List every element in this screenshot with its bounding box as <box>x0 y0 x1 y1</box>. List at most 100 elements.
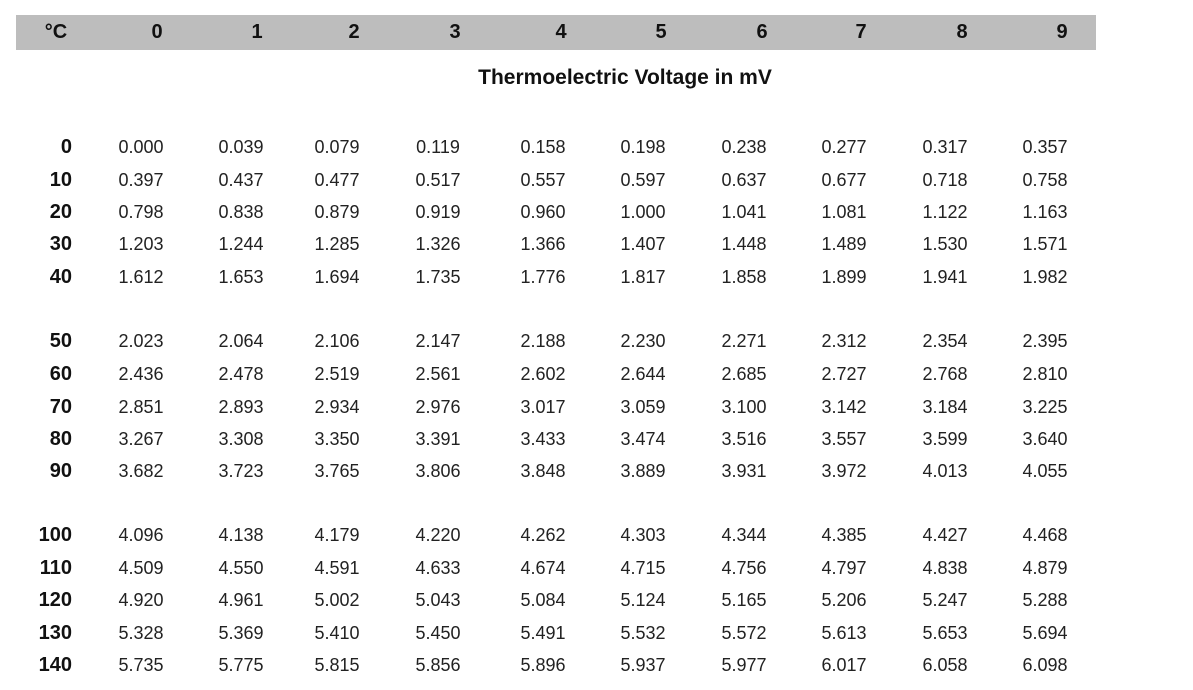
voltage-cell: 3.599 <box>922 429 968 449</box>
voltage-cell: 5.328 <box>118 623 164 643</box>
voltage-cell: 2.685 <box>721 364 767 384</box>
table-row: 50 2.023 2.064 2.106 2.147 2.188 2.230 2.271 2.3… <box>0 325 1193 357</box>
voltage-cell: 0.079 <box>314 137 360 157</box>
table-row: 0 0.000 0.039 0.079 0.119 0.158 0.198 0.238 0.27… <box>0 131 1193 163</box>
row-temperature-label: 20 <box>49 201 72 223</box>
table-row: 30 1.203 1.244 1.285 1.326 1.366 1.407 1.448 1.4… <box>0 228 1193 260</box>
voltage-cell: 0.357 <box>1022 137 1068 157</box>
voltage-cell: 2.147 <box>415 331 461 351</box>
voltage-cell: 3.059 <box>620 397 666 417</box>
voltage-cell: 1.163 <box>1022 202 1068 222</box>
voltage-cell: 0.798 <box>118 202 164 222</box>
voltage-cell: 1.081 <box>821 202 867 222</box>
row-temperature-label: 110 <box>39 557 72 579</box>
voltage-cell: 5.735 <box>118 655 164 675</box>
voltage-cell: 5.002 <box>314 590 360 610</box>
row-temperature-label: 100 <box>38 524 72 546</box>
voltage-cell: 2.395 <box>1022 331 1068 351</box>
voltage-cell: 4.055 <box>1022 461 1068 481</box>
row-temperature-label: 60 <box>49 363 72 385</box>
voltage-cell: 1.366 <box>520 234 566 254</box>
voltage-cell: 2.312 <box>821 331 867 351</box>
voltage-cell: 0.597 <box>620 170 666 190</box>
voltage-cell: 2.519 <box>314 364 360 384</box>
voltage-cell: 5.165 <box>721 590 767 610</box>
voltage-cell: 2.561 <box>415 364 461 384</box>
voltage-cell: 3.848 <box>520 461 566 481</box>
voltage-cell: 4.550 <box>218 558 264 578</box>
voltage-cell: 2.602 <box>520 364 566 384</box>
table-row: 20 0.798 0.838 0.879 0.919 0.960 1.000 1.041 1.0… <box>0 196 1193 228</box>
voltage-cell: 2.230 <box>620 331 666 351</box>
voltage-cell: 3.557 <box>821 429 867 449</box>
voltage-cell: 2.644 <box>620 364 666 384</box>
row-temperature-label: 50 <box>49 330 72 352</box>
voltage-cell: 5.653 <box>922 623 968 643</box>
voltage-cell: 5.532 <box>620 623 666 643</box>
voltage-cell: 4.468 <box>1022 525 1068 545</box>
voltage-cell: 1.530 <box>922 234 968 254</box>
voltage-cell: 5.694 <box>1022 623 1068 643</box>
voltage-cell: 3.391 <box>415 429 461 449</box>
voltage-cell: 2.478 <box>218 364 264 384</box>
voltage-cell: 2.893 <box>218 397 264 417</box>
voltage-cell: 5.247 <box>922 590 968 610</box>
voltage-cell: 1.285 <box>314 234 360 254</box>
table-row: 130 5.328 5.369 5.410 5.450 5.491 5.532 5.572 5.… <box>0 617 1193 649</box>
voltage-cell: 0.517 <box>415 170 461 190</box>
voltage-cell: 4.879 <box>1022 558 1068 578</box>
voltage-cell: 4.961 <box>218 590 264 610</box>
table-subtitle: Thermoelectric Voltage in mV <box>478 66 772 89</box>
column-header-1: 1 <box>251 21 263 43</box>
voltage-cell: 5.206 <box>821 590 867 610</box>
voltage-cell: 1.000 <box>620 202 666 222</box>
voltage-cell: 3.184 <box>922 397 968 417</box>
voltage-cell: 3.474 <box>620 429 666 449</box>
voltage-cell: 3.640 <box>1022 429 1068 449</box>
voltage-cell: 0.919 <box>415 202 461 222</box>
voltage-cell: 2.768 <box>922 364 968 384</box>
table-row: 140 5.735 5.775 5.815 5.856 5.896 5.937 5.977 6.… <box>0 649 1193 681</box>
voltage-cell: 0.960 <box>520 202 566 222</box>
voltage-cell: 1.407 <box>620 234 666 254</box>
table-row: 110 4.509 4.550 4.591 4.633 4.674 4.715 4.756 4.… <box>0 552 1193 584</box>
voltage-cell: 2.934 <box>314 397 360 417</box>
voltage-cell: 3.142 <box>821 397 867 417</box>
table-row: 100 4.096 4.138 4.179 4.220 4.262 4.303 4.344 4.… <box>0 519 1193 551</box>
voltage-cell: 0.557 <box>520 170 566 190</box>
table-row: 60 2.436 2.478 2.519 2.561 2.602 2.644 2.685 2.7… <box>0 358 1193 390</box>
voltage-cell: 3.516 <box>721 429 767 449</box>
row-temperature-label: 90 <box>49 460 72 482</box>
voltage-cell: 1.899 <box>821 267 867 287</box>
voltage-cell: 3.889 <box>620 461 666 481</box>
voltage-cell: 5.815 <box>314 655 360 675</box>
voltage-cell: 1.941 <box>922 267 968 287</box>
voltage-cell: 0.238 <box>721 137 767 157</box>
column-header-7: 7 <box>855 21 867 43</box>
voltage-cell: 3.931 <box>721 461 767 481</box>
column-header-4: 4 <box>555 21 567 43</box>
voltage-cell: 3.765 <box>314 461 360 481</box>
voltage-cell: 5.491 <box>520 623 566 643</box>
voltage-cell: 3.017 <box>520 397 566 417</box>
column-header-6: 6 <box>756 21 768 43</box>
voltage-cell: 3.682 <box>118 461 164 481</box>
voltage-cell: 1.489 <box>821 234 867 254</box>
table-row: 90 3.682 3.723 3.765 3.806 3.848 3.889 3.931 3.9… <box>0 455 1193 487</box>
row-temperature-label: 120 <box>38 589 72 611</box>
voltage-cell: 4.797 <box>821 558 867 578</box>
voltage-cell: 6.017 <box>821 655 867 675</box>
voltage-cell: 0.477 <box>314 170 360 190</box>
voltage-cell: 1.735 <box>415 267 461 287</box>
table-row: 10 0.397 0.437 0.477 0.517 0.557 0.597 0.637 0.6… <box>0 164 1193 196</box>
voltage-cell: 6.058 <box>922 655 968 675</box>
voltage-cell: 1.612 <box>118 267 164 287</box>
voltage-cell: 5.896 <box>520 655 566 675</box>
voltage-cell: 0.198 <box>620 137 666 157</box>
voltage-cell: 4.179 <box>314 525 360 545</box>
voltage-cell: 3.433 <box>520 429 566 449</box>
voltage-cell: 2.023 <box>118 331 164 351</box>
voltage-cell: 0.039 <box>218 137 264 157</box>
voltage-cell: 0.317 <box>922 137 968 157</box>
voltage-cell: 3.350 <box>314 429 360 449</box>
